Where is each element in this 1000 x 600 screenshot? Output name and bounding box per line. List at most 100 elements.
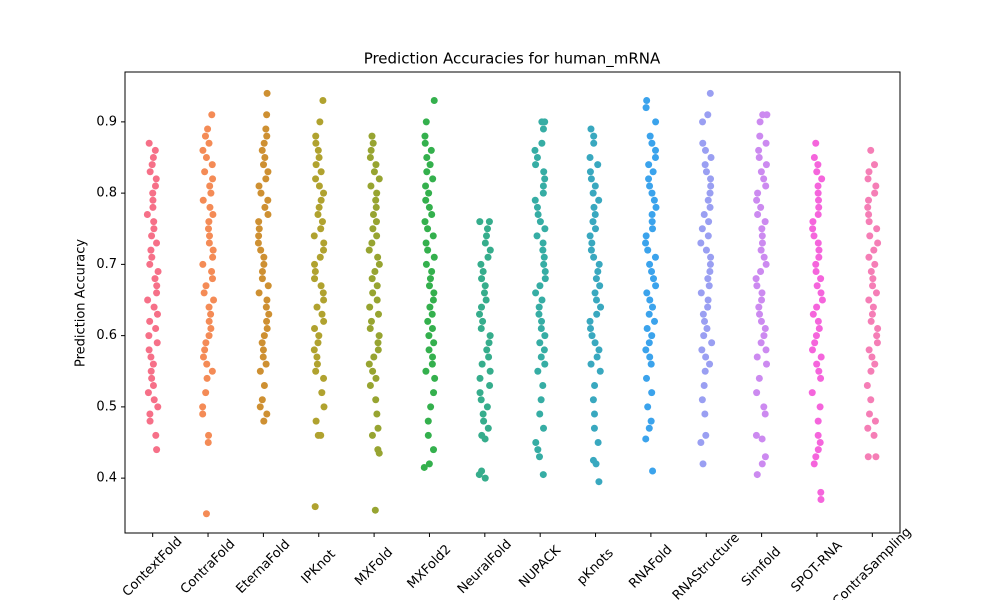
point <box>210 296 218 304</box>
point <box>259 353 267 361</box>
point <box>314 431 322 439</box>
point <box>314 339 322 347</box>
point <box>704 111 712 119</box>
point <box>375 332 383 340</box>
point <box>201 132 209 140</box>
point <box>199 146 207 154</box>
point <box>373 189 381 197</box>
point <box>702 431 710 439</box>
point <box>595 478 603 486</box>
point <box>153 282 161 290</box>
point <box>865 410 873 418</box>
point <box>371 506 379 514</box>
point <box>199 260 207 268</box>
point <box>312 417 320 425</box>
point <box>812 453 820 461</box>
point <box>867 268 875 276</box>
point <box>365 360 373 368</box>
point <box>429 296 437 304</box>
point <box>477 325 485 333</box>
point <box>478 360 486 368</box>
point <box>149 382 157 390</box>
point <box>645 424 653 432</box>
point <box>207 325 215 333</box>
point <box>428 325 436 333</box>
point <box>587 246 595 254</box>
point <box>593 310 601 318</box>
point <box>646 132 654 140</box>
point <box>312 367 320 375</box>
point <box>642 239 650 247</box>
point <box>539 246 547 254</box>
point <box>148 232 156 240</box>
point <box>368 132 376 140</box>
point <box>254 239 262 247</box>
point <box>595 196 603 204</box>
point <box>706 260 714 268</box>
point <box>423 168 431 176</box>
point <box>153 339 161 347</box>
point <box>373 296 381 304</box>
point <box>209 253 217 261</box>
point <box>320 374 328 382</box>
point <box>428 268 436 276</box>
point <box>698 225 706 233</box>
point <box>535 303 543 311</box>
point <box>700 332 708 340</box>
point <box>871 161 879 169</box>
point <box>652 146 660 154</box>
point <box>701 317 709 325</box>
point <box>756 118 764 126</box>
point <box>371 268 379 276</box>
point <box>538 317 546 325</box>
plot-frame <box>124 71 901 534</box>
point <box>873 339 881 347</box>
point <box>429 232 437 240</box>
point <box>865 218 873 226</box>
point <box>697 239 705 247</box>
point <box>145 332 153 340</box>
point <box>645 310 653 318</box>
point <box>372 218 380 226</box>
point <box>758 225 766 233</box>
point <box>424 225 432 233</box>
point <box>810 460 818 468</box>
point <box>646 353 654 361</box>
point <box>808 389 816 397</box>
point <box>532 161 540 169</box>
point <box>258 146 266 154</box>
point <box>812 139 820 147</box>
point <box>651 154 659 162</box>
point <box>817 353 825 361</box>
point <box>651 253 659 261</box>
point <box>817 496 825 504</box>
point <box>593 353 601 361</box>
point <box>258 275 266 283</box>
point <box>475 471 483 479</box>
point <box>809 218 817 226</box>
point <box>476 218 484 226</box>
point <box>586 154 594 162</box>
point <box>872 182 880 190</box>
point <box>207 189 215 197</box>
point <box>597 303 605 311</box>
point <box>697 289 705 297</box>
point <box>143 211 151 219</box>
point <box>757 168 765 176</box>
point <box>368 239 376 247</box>
point <box>808 346 816 354</box>
point <box>809 310 817 318</box>
point <box>812 260 820 268</box>
point <box>539 182 547 190</box>
point <box>754 211 762 219</box>
point <box>533 154 541 162</box>
point <box>872 289 880 297</box>
point <box>867 146 875 154</box>
point <box>426 275 434 283</box>
point <box>539 125 547 133</box>
point <box>590 203 598 211</box>
point <box>428 211 436 219</box>
point <box>649 225 657 233</box>
point <box>260 382 268 390</box>
